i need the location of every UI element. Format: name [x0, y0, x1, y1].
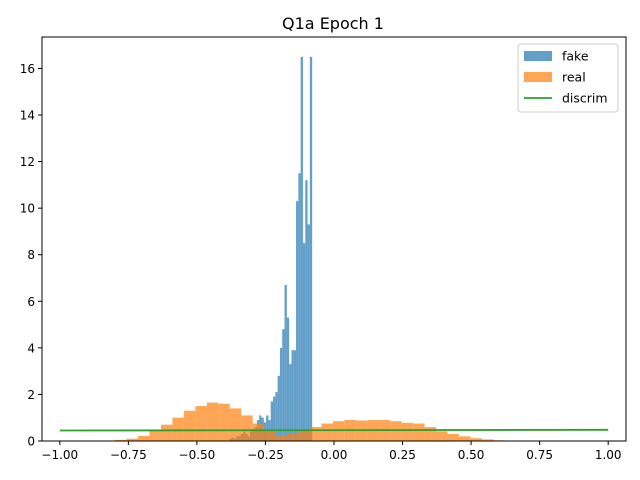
y-tick-label: 6 — [27, 295, 35, 309]
y-tick-label: 12 — [20, 155, 35, 169]
fake-bar — [305, 180, 308, 441]
fake-bar — [307, 224, 310, 441]
x-tick-label: 0.25 — [389, 448, 416, 462]
x-tick-label: −0.75 — [110, 448, 147, 462]
x-tick-label: 1.00 — [595, 448, 622, 462]
real-bar — [321, 423, 333, 441]
real-bar — [264, 430, 276, 441]
y-axis: 0 2 4 6 8 10 12 14 16 — [20, 62, 42, 449]
fake-bar — [293, 350, 297, 441]
lines-layer — [59, 428, 609, 432]
fake-bar — [275, 392, 278, 441]
real-bar — [287, 434, 299, 441]
fake-bar — [282, 329, 285, 441]
real-bar — [447, 434, 459, 441]
y-tick-label: 16 — [20, 62, 35, 76]
real-bar — [172, 417, 184, 441]
real-bar — [436, 431, 448, 441]
fake-bar — [300, 56, 303, 441]
real-bar — [160, 424, 173, 441]
fake-bar — [298, 173, 301, 441]
y-tick-label: 8 — [27, 248, 35, 262]
real-legend-swatch — [524, 72, 552, 82]
x-tick-label: 0.00 — [321, 448, 348, 462]
fake-bar — [284, 284, 287, 441]
real-bar — [126, 438, 139, 441]
discrim-line — [59, 428, 609, 432]
real-bar — [332, 421, 345, 441]
x-tick-label: −1.00 — [41, 448, 78, 462]
fake-bar — [266, 415, 269, 441]
fake-bar — [286, 317, 290, 441]
real-bar — [424, 427, 437, 441]
real-bar — [206, 402, 219, 441]
y-tick-label: 10 — [20, 202, 35, 216]
real-bar — [309, 427, 322, 441]
fake-legend-swatch — [524, 51, 552, 61]
y-tick-label: 4 — [27, 341, 35, 355]
real-bar — [195, 406, 207, 441]
real-bar — [115, 439, 127, 441]
legend-label: real — [562, 70, 586, 85]
real-bar — [481, 439, 494, 441]
x-tick-label: −0.50 — [179, 448, 216, 462]
x-tick-label: 0.50 — [458, 448, 485, 462]
x-axis: −1.00 −0.75 −0.50 −0.25 0.00 0.25 0.50 0.75 1.00 — [41, 441, 622, 462]
real-bar — [229, 408, 242, 441]
x-tick-label: −0.25 — [247, 448, 284, 462]
fake-bar — [289, 364, 292, 441]
real-bar — [275, 435, 288, 441]
real-bar — [413, 423, 425, 441]
y-tick-label: 2 — [27, 388, 35, 402]
fake-bar — [296, 201, 299, 441]
real-bar — [401, 422, 414, 441]
real-bar — [252, 423, 265, 441]
fake-bar — [309, 56, 313, 441]
real-bar — [149, 430, 161, 441]
fake-bar — [273, 396, 276, 441]
real-bar — [470, 438, 482, 441]
x-tick-label: 0.75 — [526, 448, 553, 462]
chart-title: Q1a Epoch 1 — [282, 14, 384, 33]
fake-bar — [279, 347, 283, 441]
real-bar — [298, 430, 310, 441]
fake-bar — [270, 401, 274, 441]
legend: fake real discrim — [517, 43, 619, 113]
y-tick-label: 14 — [20, 109, 35, 123]
y-tick-label: 0 — [27, 435, 35, 449]
real-bar — [390, 421, 402, 441]
real-bar — [138, 435, 150, 441]
legend-label: discrim — [562, 91, 608, 106]
fake-bar — [277, 375, 280, 441]
fake-bar — [302, 243, 306, 441]
legend-label: fake — [562, 49, 589, 64]
real-bar — [183, 410, 196, 441]
real-bar — [241, 415, 253, 441]
real-bar — [218, 403, 230, 441]
fake-bar — [291, 350, 294, 441]
real-bar — [458, 436, 471, 441]
